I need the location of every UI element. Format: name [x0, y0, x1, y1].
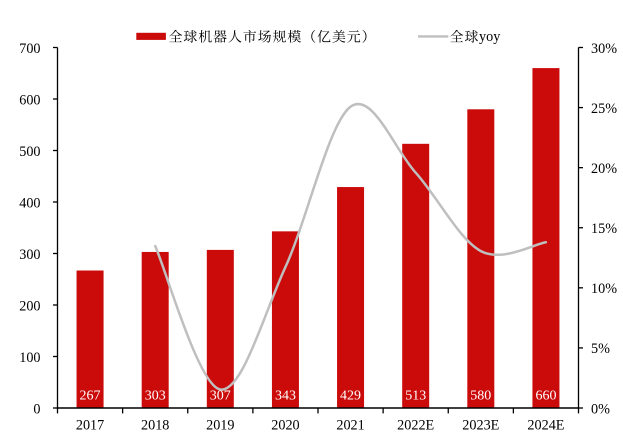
svg-text:2018: 2018 — [141, 418, 169, 434]
svg-text:267: 267 — [80, 388, 101, 403]
svg-text:429: 429 — [340, 388, 361, 403]
svg-text:30%: 30% — [591, 41, 617, 57]
svg-text:500: 500 — [19, 144, 40, 160]
svg-text:0: 0 — [33, 401, 40, 417]
svg-text:2019: 2019 — [206, 418, 234, 434]
svg-text:307: 307 — [210, 388, 231, 403]
svg-text:513: 513 — [405, 388, 426, 403]
svg-text:20%: 20% — [591, 161, 617, 177]
svg-text:2020: 2020 — [271, 418, 299, 434]
svg-text:2024E: 2024E — [527, 418, 564, 434]
svg-text:580: 580 — [470, 388, 491, 403]
svg-text:660: 660 — [535, 388, 556, 403]
svg-text:2017: 2017 — [76, 418, 104, 434]
svg-text:100: 100 — [19, 350, 40, 366]
svg-text:2021: 2021 — [336, 418, 364, 434]
svg-text:15%: 15% — [591, 221, 617, 237]
svg-text:200: 200 — [19, 298, 40, 314]
svg-text:2022E: 2022E — [397, 418, 434, 434]
svg-text:yoy: yoy — [479, 29, 501, 45]
svg-text:10%: 10% — [591, 281, 617, 297]
svg-text:700: 700 — [19, 41, 40, 57]
svg-text:600: 600 — [19, 92, 40, 108]
svg-text:2023E: 2023E — [462, 418, 499, 434]
svg-text:25%: 25% — [591, 101, 617, 117]
svg-text:343: 343 — [275, 388, 296, 403]
svg-text:0%: 0% — [591, 401, 610, 417]
svg-text:300: 300 — [19, 247, 40, 263]
svg-text:303: 303 — [145, 388, 166, 403]
svg-text:5%: 5% — [591, 341, 610, 357]
svg-text:400: 400 — [19, 195, 40, 211]
